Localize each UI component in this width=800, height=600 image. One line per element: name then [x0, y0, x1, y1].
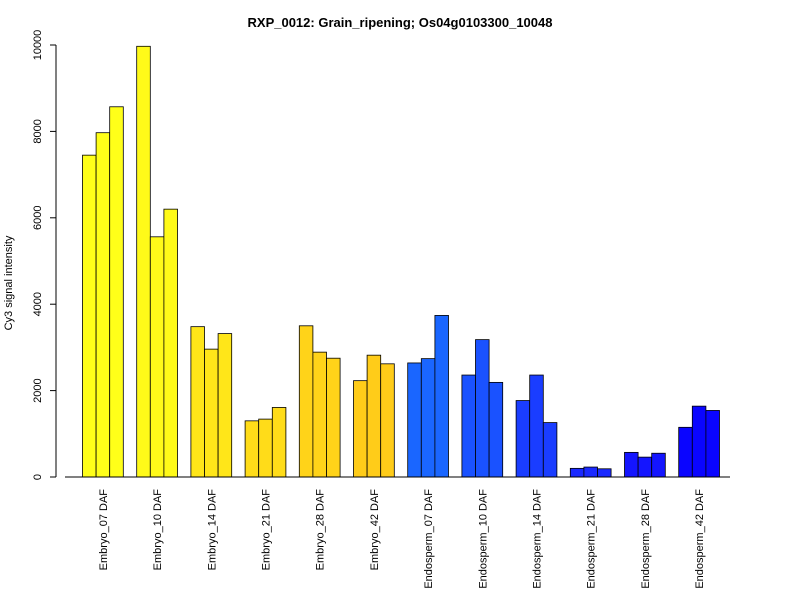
y-tick-label: 0	[32, 474, 44, 480]
bar	[637, 456, 653, 478]
bar	[163, 208, 178, 478]
y-tick-label: 4000	[32, 292, 44, 316]
bar	[434, 315, 449, 478]
x-tick-label: Embryo_21 DAF	[261, 489, 273, 571]
bar	[461, 374, 476, 478]
chart-title: RXP_0012: Grain_ripening; Os04g0103300_1…	[248, 15, 553, 30]
bar	[597, 468, 612, 478]
y-tick-label: 10000	[32, 30, 44, 61]
y-axis-label: Cy3 signal intensity	[3, 235, 15, 330]
x-axis-labels: Embryo_07 DAF Embryo_10 DAF Embryo_14 DAF E…	[98, 489, 706, 589]
x-tick-label: Endosperm_10 DAF	[477, 489, 489, 589]
bar	[569, 467, 585, 478]
bar	[95, 132, 111, 478]
bar	[624, 451, 639, 478]
x-tick-label: Endosperm_28 DAF	[640, 489, 652, 589]
y-tick-label: 2000	[32, 378, 44, 402]
bar	[204, 348, 219, 478]
bar	[420, 358, 436, 478]
bar	[258, 418, 273, 478]
x-tick-label: Embryo_10 DAF	[152, 489, 164, 571]
bar	[705, 410, 720, 478]
bar	[542, 422, 558, 478]
bar	[529, 374, 544, 478]
bar	[407, 362, 422, 478]
bar	[271, 407, 287, 478]
bar	[298, 325, 314, 478]
bar	[515, 400, 531, 478]
x-tick-label: Embryo_28 DAF	[315, 489, 327, 571]
bar	[149, 236, 165, 478]
bar	[217, 333, 233, 478]
bar	[109, 106, 124, 478]
y-axis: 0 2000 4000 6000 8000 10000	[32, 30, 57, 480]
bar	[691, 405, 707, 478]
bar	[136, 45, 151, 478]
bar	[380, 363, 395, 478]
x-tick-label: Endosperm_42 DAF	[694, 489, 706, 589]
bar	[651, 452, 666, 478]
bar	[353, 380, 368, 478]
x-tick-label: Embryo_14 DAF	[206, 489, 218, 571]
bar	[190, 326, 205, 478]
x-tick-label: Embryo_42 DAF	[369, 489, 381, 571]
bar	[326, 357, 341, 478]
x-tick-label: Embryo_07 DAF	[98, 489, 110, 571]
bar	[488, 381, 504, 478]
x-tick-label: Endosperm_14 DAF	[532, 489, 544, 589]
bars-group	[82, 45, 720, 478]
bar	[678, 426, 693, 478]
bar	[366, 354, 382, 478]
x-tick-label: Endosperm_07 DAF	[423, 489, 435, 589]
bar	[244, 420, 260, 478]
bar	[583, 466, 598, 478]
y-tick-label: 6000	[32, 206, 44, 230]
x-tick-label: Endosperm_21 DAF	[586, 489, 598, 589]
y-tick-label: 8000	[32, 119, 44, 143]
bar	[475, 339, 490, 478]
bar	[82, 154, 97, 478]
bar	[312, 351, 327, 478]
